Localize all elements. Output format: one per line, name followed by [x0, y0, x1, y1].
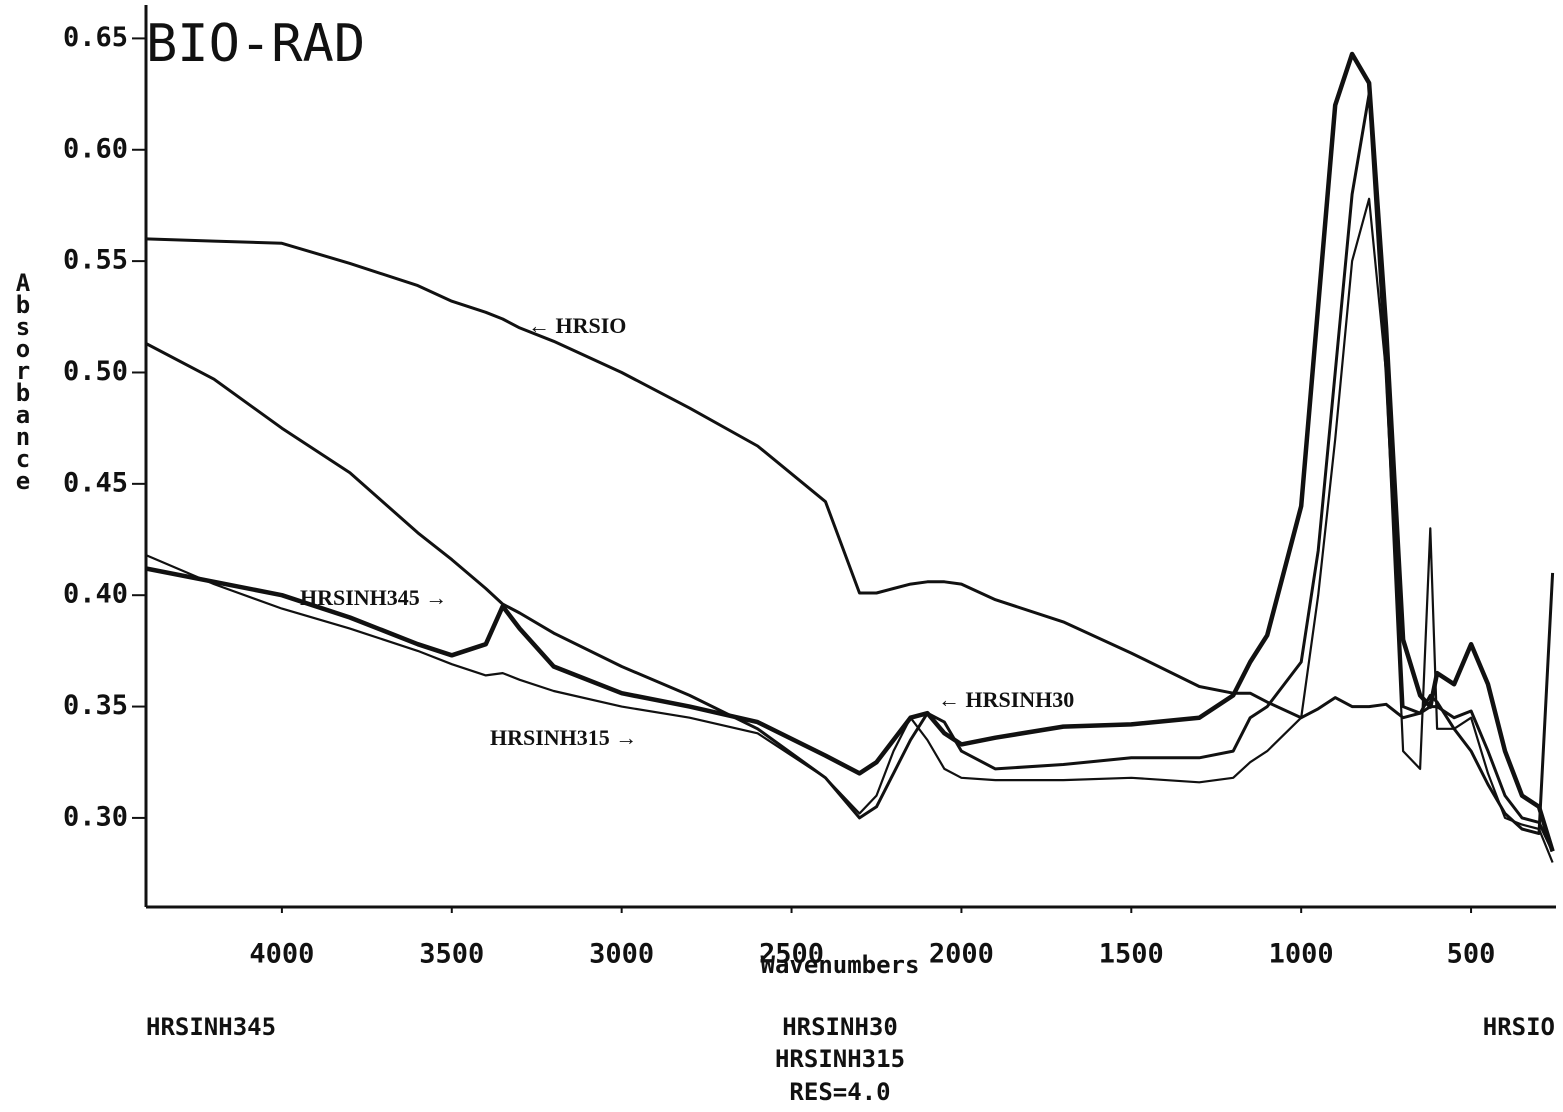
x-tick-label: 3500 [419, 939, 484, 970]
spectrum-line [145, 92, 1554, 852]
y-tick-label: 0.40 [63, 579, 128, 610]
spectrum-line [145, 197, 1554, 863]
x-tick-label: 500 [1447, 939, 1496, 970]
x-tick-label: 3000 [589, 939, 654, 970]
y-tick-label: 0.65 [63, 22, 128, 53]
footer-left: HRSINH345 [146, 1013, 276, 1041]
spectrum-line [145, 51, 1555, 852]
spectrum-line [145, 237, 1555, 835]
annotation: HRSINH345 → [300, 585, 447, 610]
y-tick-label: 0.50 [63, 356, 128, 387]
x-tick-label: 1000 [1269, 939, 1334, 970]
y-axis-label: Absorbance [15, 269, 31, 495]
footer-center: HRSINH30 [782, 1013, 898, 1041]
annotation: HRSINH315 → [490, 725, 637, 750]
x-tick-label: 2000 [929, 939, 994, 970]
x-tick-label: 4000 [249, 939, 314, 970]
x-tick-label: 1500 [1099, 939, 1164, 970]
chart-title: BIO-RAD [146, 14, 365, 74]
footer-center: HRSINH315 [775, 1045, 905, 1073]
y-tick-label: 0.45 [63, 467, 128, 498]
x-axis-label: Wavenumbers [761, 951, 920, 979]
y-tick-label: 0.60 [63, 133, 128, 164]
annotation: ← HRSINH30 [938, 687, 1074, 712]
y-tick-label: 0.30 [63, 801, 128, 832]
footer-right: HRSIO [1483, 1013, 1555, 1041]
y-tick-label: 0.35 [63, 690, 128, 721]
annotation: ← HRSIO [528, 313, 626, 338]
x-tick-label: 2500 [759, 939, 824, 970]
footer-center: RES=4.0 [789, 1078, 890, 1106]
y-tick-label: 0.55 [63, 245, 128, 276]
